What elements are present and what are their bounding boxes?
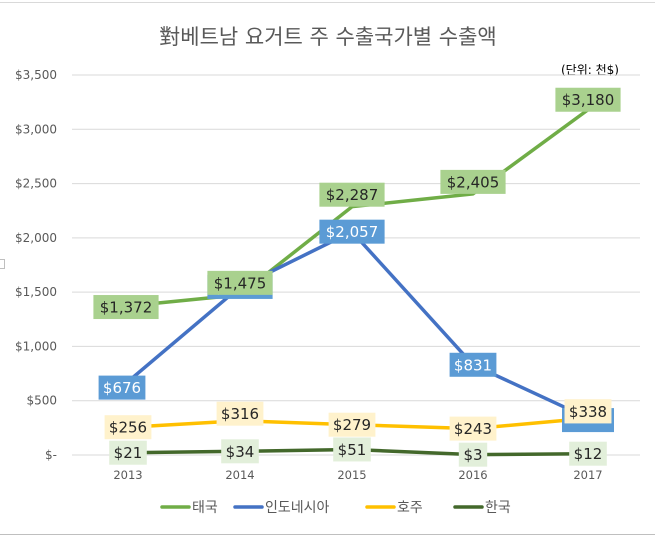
data-label: $2,057 xyxy=(326,223,379,241)
data-label: $3 xyxy=(463,446,482,464)
data-label: $2,287 xyxy=(326,186,379,204)
legend-item-2: 인도네시아 xyxy=(233,500,330,516)
y-tick-label: $1,500 xyxy=(15,285,57,299)
data-label: $51 xyxy=(338,441,367,459)
data-label: $1,372 xyxy=(100,299,153,317)
data-label-box xyxy=(440,169,506,194)
legend-label: 호주 xyxy=(397,500,423,516)
data-label-box xyxy=(109,440,147,465)
legend-item-4: 한국 xyxy=(453,500,511,516)
data-label-box xyxy=(328,412,376,437)
data-label: $12 xyxy=(574,445,603,463)
legend: 태국 인도네시아 호주 한국 xyxy=(160,500,511,516)
y-tick-label: $500 xyxy=(26,394,57,408)
data-label: $676 xyxy=(103,379,141,397)
data-label-box xyxy=(207,270,273,295)
y-axis: $- $500 $1,000 $1,500 $2,000 $2,500 $3,000 $3,5… xyxy=(15,68,57,462)
y-tick-label: $3,500 xyxy=(15,68,57,82)
x-tick-label: 2017 xyxy=(573,468,602,482)
data-label-box xyxy=(555,87,621,112)
data-label-box xyxy=(93,295,159,320)
data-label: $316 xyxy=(221,405,259,423)
x-tick-label: 2014 xyxy=(225,468,254,482)
y-tick-label: $2,000 xyxy=(15,231,57,245)
chart-title: 對베트남 요거트 주 수출국가별 수출액 xyxy=(159,25,497,49)
y-tick-label: $- xyxy=(45,448,57,462)
data-label-box xyxy=(569,441,607,466)
legend-item-1: 태국 xyxy=(160,500,218,516)
data-label: $256 xyxy=(109,419,147,437)
data-label-box xyxy=(564,399,612,424)
data-label-box xyxy=(458,442,488,467)
series-lines xyxy=(126,107,590,457)
data-label-box xyxy=(216,401,264,426)
series-line-1 xyxy=(126,107,590,308)
data-label: $3,180 xyxy=(562,91,615,109)
y-tick-label: $3,000 xyxy=(15,122,57,136)
data-label: $279 xyxy=(333,416,371,434)
data-label-box xyxy=(221,439,259,464)
series-line-2 xyxy=(126,229,590,420)
data-label-box xyxy=(104,415,152,440)
data-label-box xyxy=(449,352,497,377)
data-labels: $676$1,548$2,057$831$1,372$1,475$2,287$2… xyxy=(93,87,621,467)
legend-label: 인도네시아 xyxy=(265,500,330,516)
data-label-box xyxy=(449,416,497,441)
data-label: $34 xyxy=(226,443,255,461)
data-label: $338 xyxy=(569,403,607,421)
data-label-box xyxy=(98,375,146,400)
data-label: $21 xyxy=(114,444,143,462)
data-label: $1,475 xyxy=(214,274,267,292)
data-label: $2,405 xyxy=(447,173,500,191)
x-tick-label: 2015 xyxy=(337,468,366,482)
unit-note: (단위: 천$) xyxy=(561,62,619,77)
legend-item-3: 호주 xyxy=(365,500,423,516)
legend-label: 한국 xyxy=(485,500,511,516)
y-tick-label: $1,000 xyxy=(15,339,57,353)
x-axis: 2013 2014 2015 2016 2017 xyxy=(113,468,602,482)
y-tick-label: $2,500 xyxy=(15,177,57,191)
x-tick-label: 2013 xyxy=(113,468,142,482)
data-label: $243 xyxy=(454,420,492,438)
x-tick-label: 2016 xyxy=(458,468,487,482)
data-label: $831 xyxy=(454,356,492,374)
data-label-box xyxy=(319,219,385,244)
data-label-box xyxy=(333,437,371,462)
resize-handle[interactable] xyxy=(0,259,5,269)
legend-label: 태국 xyxy=(192,500,218,516)
data-label-box xyxy=(319,182,385,207)
